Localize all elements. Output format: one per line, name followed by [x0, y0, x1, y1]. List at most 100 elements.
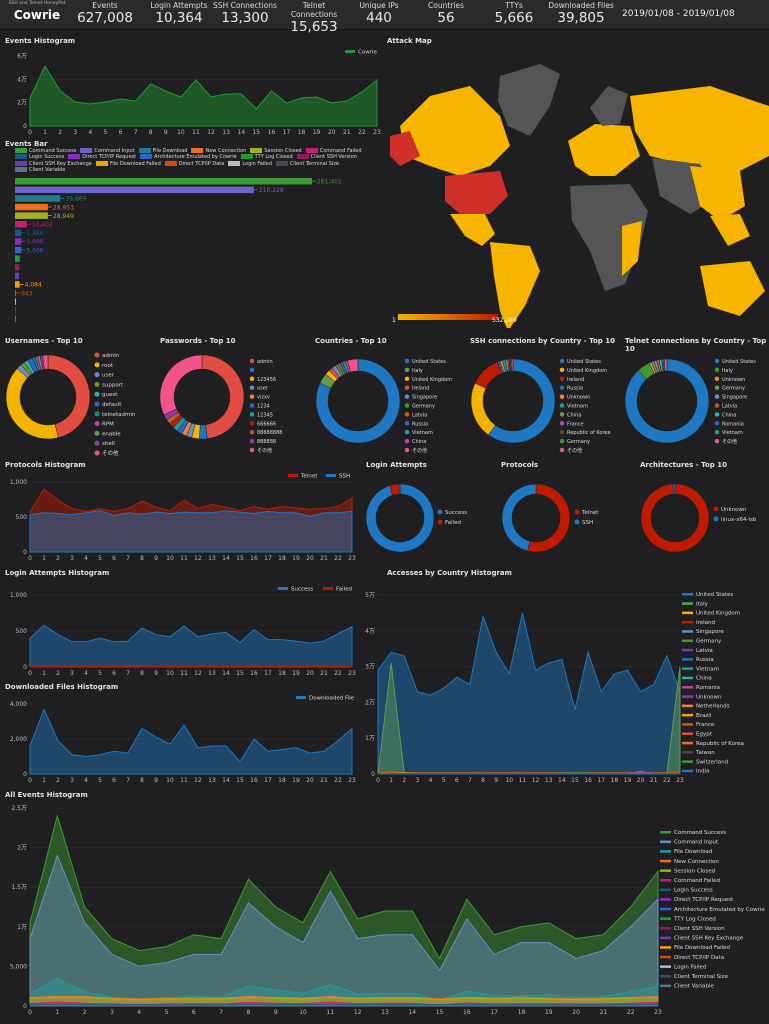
donut-slice: [201, 354, 245, 439]
x-tick-label: 13: [222, 129, 230, 136]
map-canada: [400, 86, 510, 176]
events-bar-chart: 261,401210,22839,86928,95328,94910,4025,…: [15, 178, 342, 323]
y-tick-label: 2.5万: [11, 805, 27, 812]
legend-label: Client SSH Key Exchange: [29, 160, 92, 167]
legend-label: Russia: [696, 657, 714, 663]
x-tick-label: 6: [112, 670, 116, 677]
x-tick-label: 7: [468, 777, 472, 784]
donut-slice: [42, 354, 49, 370]
x-tick-label: 3: [70, 670, 74, 677]
x-tick-label: 5: [104, 129, 108, 136]
all-events-title: All Events Histogram: [5, 791, 88, 799]
x-tick-label: 20: [328, 129, 336, 136]
y-tick-label: 2万: [17, 100, 27, 107]
x-tick-label: 9: [494, 777, 498, 784]
stat-events: Events 627,008: [74, 1, 136, 26]
legend-label: Germany: [696, 639, 722, 645]
x-tick-label: 4: [429, 777, 433, 784]
legend-swatch: [660, 888, 671, 892]
login-histogram-title: Login Attempts Histogram: [5, 569, 110, 577]
y-tick-label: 5,000: [10, 963, 27, 970]
x-tick-label: 0: [28, 670, 32, 677]
x-tick-label: 17: [490, 1009, 498, 1016]
stat-value: 627,008: [77, 10, 133, 26]
bar-command-input: [15, 186, 254, 194]
legend-dot: [714, 394, 720, 399]
brand: SSH and Telnet HoneyPot Cowrie: [2, 1, 72, 22]
x-tick-label: 15: [236, 555, 244, 562]
date-range-picker[interactable]: 2019/01/08 - 2019/01/08: [622, 9, 735, 19]
x-tick-label: 8: [140, 777, 144, 784]
map-usa: [445, 171, 508, 214]
legend-label: 666666: [257, 421, 276, 427]
x-tick-label: 23: [676, 777, 684, 784]
x-tick-label: 1: [43, 129, 47, 136]
legend-dot: [249, 358, 255, 364]
legend-swatch: [682, 602, 693, 605]
x-tick-label: 4: [84, 670, 88, 677]
legend-swatch: [682, 732, 693, 735]
x-tick-label: 6: [112, 555, 116, 562]
donut-slice: [389, 483, 401, 496]
x-tick-label: 12: [194, 670, 202, 677]
legend-label: China: [696, 676, 712, 682]
legend-swatch: [15, 166, 27, 172]
legend-label: File Download Failed: [674, 945, 730, 951]
x-tick-label: 23: [348, 777, 356, 784]
attack-map[interactable]: 1 532,249: [390, 46, 769, 328]
donut-slice: [640, 483, 710, 553]
passwords-title: Passwords - Top 10: [160, 337, 236, 345]
series-area-united-states: [377, 612, 681, 775]
architectures-donut: Unknown linux-x64-lsb: [640, 483, 757, 553]
ssh-country-title: SSH connections by Country - Top 10: [470, 337, 615, 345]
y-tick-label: 0: [23, 664, 27, 671]
stat-downloaded-files: Downloaded Files 39,805: [548, 1, 614, 26]
x-tick-label: 15: [436, 1009, 444, 1016]
x-tick-label: 7: [126, 555, 130, 562]
events-bar-legend-item: Client SSH Key Exchange: [15, 160, 92, 167]
x-tick-label: 13: [545, 777, 553, 784]
donut-slice: [470, 382, 496, 436]
stat-label: TTYs: [505, 1, 523, 10]
legend-label: Client Terminal Size: [289, 160, 339, 167]
x-tick-label: 0: [376, 777, 380, 784]
map-alaska: [390, 131, 420, 166]
stat-value: 56: [437, 10, 455, 26]
legend-label: Architecture Emulated by Cowrie: [674, 907, 765, 913]
map-greenland: [498, 64, 560, 136]
legend-label: Client SSH Key Exchange: [674, 936, 744, 942]
y-tick-label: 5万: [365, 592, 375, 599]
x-tick-label: 22: [627, 1009, 635, 1016]
legend-label: France: [567, 421, 584, 427]
x-tick-label: 14: [222, 777, 230, 784]
map-mexico: [450, 214, 495, 246]
downloaded-histogram-title: Downloaded Files Histogram: [5, 683, 119, 691]
legend-label: support: [102, 382, 124, 388]
stat-label: Telnet Connections: [290, 1, 338, 19]
legend-swatch: [682, 723, 693, 726]
stat-label: Downloaded Files: [548, 1, 614, 10]
donut-slice: [511, 358, 514, 372]
x-tick-label: 6: [112, 777, 116, 784]
legend-dot: [94, 411, 100, 417]
map-australia: [700, 261, 765, 316]
map-southeast-asia: [710, 214, 750, 246]
x-tick-label: 5: [165, 1009, 169, 1016]
legend-label: Switzerland: [696, 759, 728, 765]
x-tick-label: 18: [298, 129, 306, 136]
legend-label: Command Success: [674, 830, 726, 836]
x-tick-label: 9: [164, 129, 168, 136]
legend-swatch: [660, 917, 671, 920]
legend-label: Romania: [696, 685, 720, 691]
attack-map-title: Attack Map: [387, 37, 432, 45]
legend-dot: [404, 429, 410, 435]
x-tick-label: 14: [558, 777, 566, 784]
legend-label: France: [696, 722, 715, 728]
legend-dot: [404, 394, 410, 399]
legend-label: Failed: [445, 520, 461, 526]
x-tick-label: 20: [306, 555, 314, 562]
legend-dot: [437, 509, 443, 515]
legend-swatch: [682, 648, 693, 652]
x-tick-label: 3: [70, 555, 74, 562]
legend-label: Architecture Emulated by Cowrie: [154, 154, 237, 161]
